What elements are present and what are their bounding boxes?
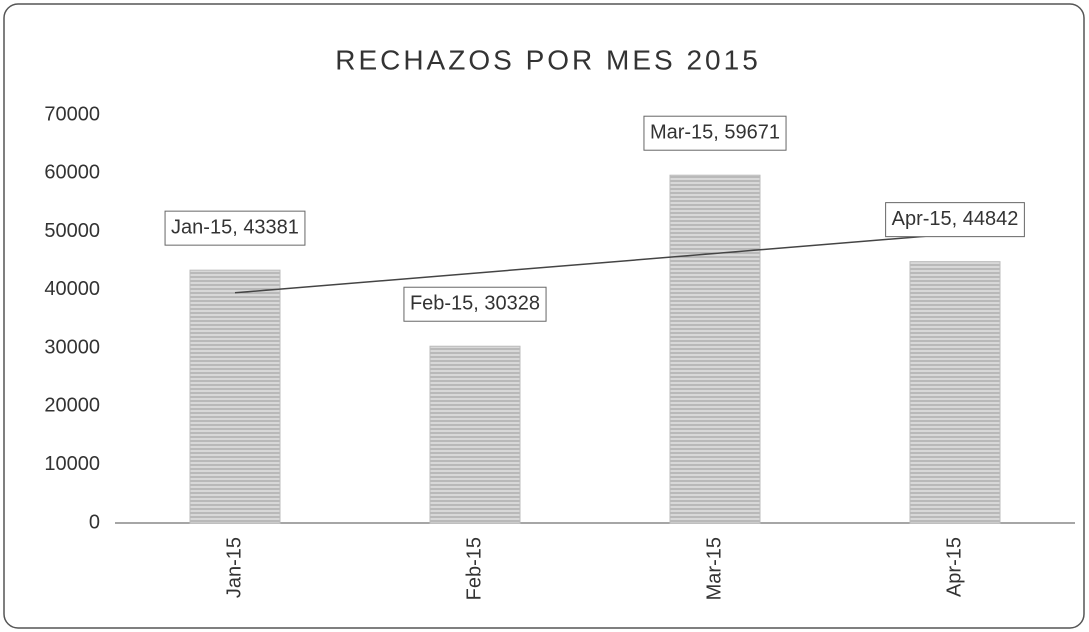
bar	[909, 261, 1001, 524]
data-label: Apr-15, 44842	[892, 208, 1019, 230]
data-label: Jan-15, 43381	[171, 216, 299, 238]
y-tick-label: 30000	[44, 336, 100, 358]
x-tick-label: Apr-15	[943, 537, 965, 597]
chart-title: RECHAZOS POR MES 2015	[335, 44, 761, 75]
y-tick-label: 70000	[44, 103, 100, 125]
bar	[189, 269, 281, 524]
x-tick-label: Jan-15	[223, 537, 245, 598]
data-label-box	[643, 115, 787, 151]
data-label-box	[403, 286, 547, 322]
trendline	[234, 233, 956, 294]
y-tick-label: 50000	[44, 220, 100, 242]
data-label-box	[164, 210, 306, 246]
y-tick-label: 60000	[44, 162, 100, 184]
data-label: Feb-15, 30328	[410, 293, 540, 315]
bar	[429, 345, 521, 524]
y-tick-label: 0	[89, 511, 100, 533]
data-label-box	[885, 202, 1025, 238]
data-label: Mar-15, 59671	[650, 121, 780, 143]
y-tick-label: 10000	[44, 453, 100, 475]
x-tick-label: Feb-15	[463, 537, 485, 600]
x-tick-label: Mar-15	[703, 537, 725, 600]
y-tick-label: 20000	[44, 395, 100, 417]
bar	[669, 174, 761, 524]
y-tick-label: 40000	[44, 278, 100, 300]
